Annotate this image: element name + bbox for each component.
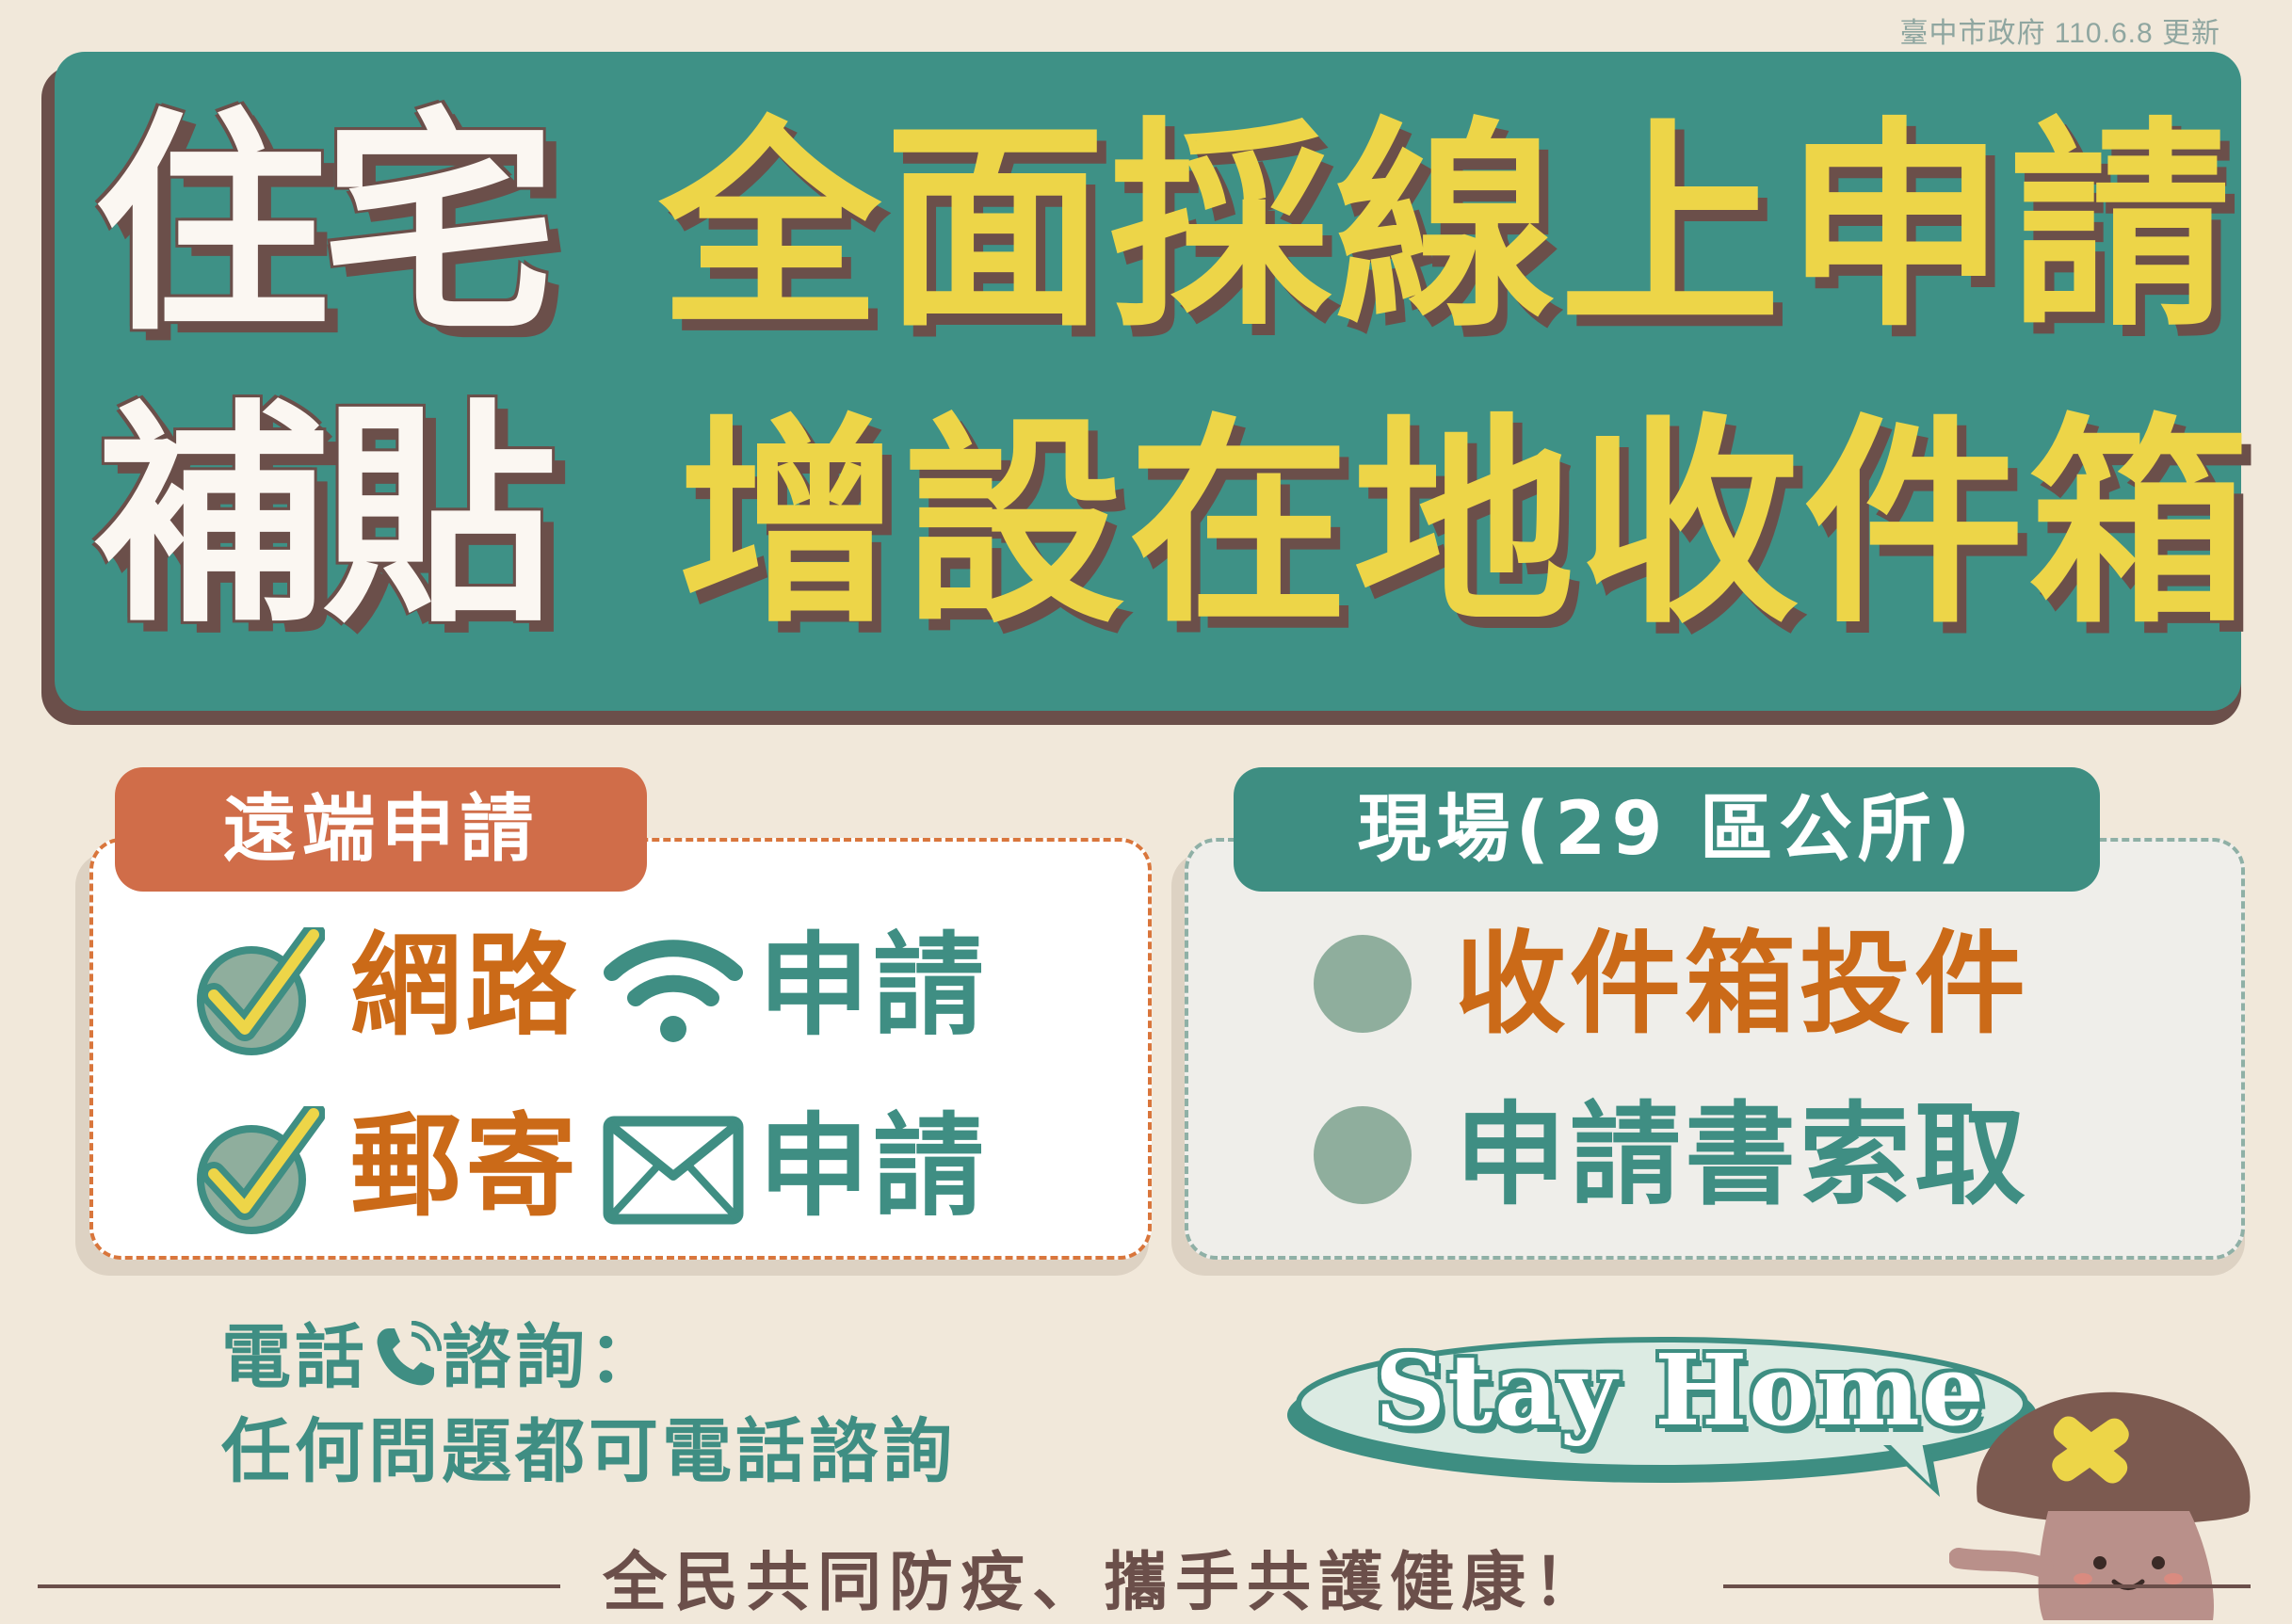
update-note: 臺中市政府 110.6.8 更新 bbox=[1899, 18, 2220, 49]
footer-line-right bbox=[1723, 1584, 2251, 1588]
bullet-dot bbox=[1314, 935, 1412, 1033]
banner bbox=[55, 52, 2241, 711]
banner-right-line1: 全面採線上申請 bbox=[659, 100, 2235, 357]
mushroom-mascot bbox=[1948, 1379, 2269, 1620]
onsite-item-form: 申請書索取 bbox=[1455, 1090, 2030, 1220]
envelope-icon bbox=[603, 1114, 744, 1227]
onsite-tag: 現場(29 區公所) bbox=[1234, 767, 2100, 892]
phone-icon bbox=[368, 1320, 443, 1394]
remote-item-mail-label: 郵寄 bbox=[350, 1101, 581, 1231]
stay-home-text: Stay Home bbox=[1375, 1332, 1987, 1448]
banner-left-line2: 補貼 bbox=[94, 380, 557, 654]
consult-phone-text: 電話 bbox=[221, 1317, 368, 1398]
footer-line-left bbox=[38, 1584, 560, 1588]
remote-item-online-action: 申請 bbox=[758, 921, 989, 1051]
consult-line1: 電話 諮詢： bbox=[221, 1317, 662, 1398]
stay-home-bubble bbox=[1281, 1313, 2053, 1502]
onsite-item-dropbox: 收件箱投件 bbox=[1455, 919, 2030, 1049]
remote-tag: 遠端申請 bbox=[115, 767, 647, 892]
slogan: 全民共同防疫、攜手共護健康！ bbox=[603, 1546, 1606, 1620]
check-icon bbox=[193, 923, 326, 1059]
banner-right-line2: 增設在地收件箱 bbox=[678, 396, 2253, 653]
banner-left-line1: 住宅 bbox=[94, 88, 557, 362]
wifi-icon bbox=[603, 927, 744, 1050]
remote-item-mail-action: 申請 bbox=[758, 1101, 989, 1231]
consult-inquiry-text: 諮詢： bbox=[442, 1317, 662, 1398]
bullet-dot bbox=[1314, 1106, 1412, 1204]
consult-line2: 任何問題都可電話諮詢 bbox=[221, 1411, 956, 1492]
check-icon bbox=[193, 1101, 326, 1238]
remote-item-online-label: 網路 bbox=[350, 921, 581, 1051]
